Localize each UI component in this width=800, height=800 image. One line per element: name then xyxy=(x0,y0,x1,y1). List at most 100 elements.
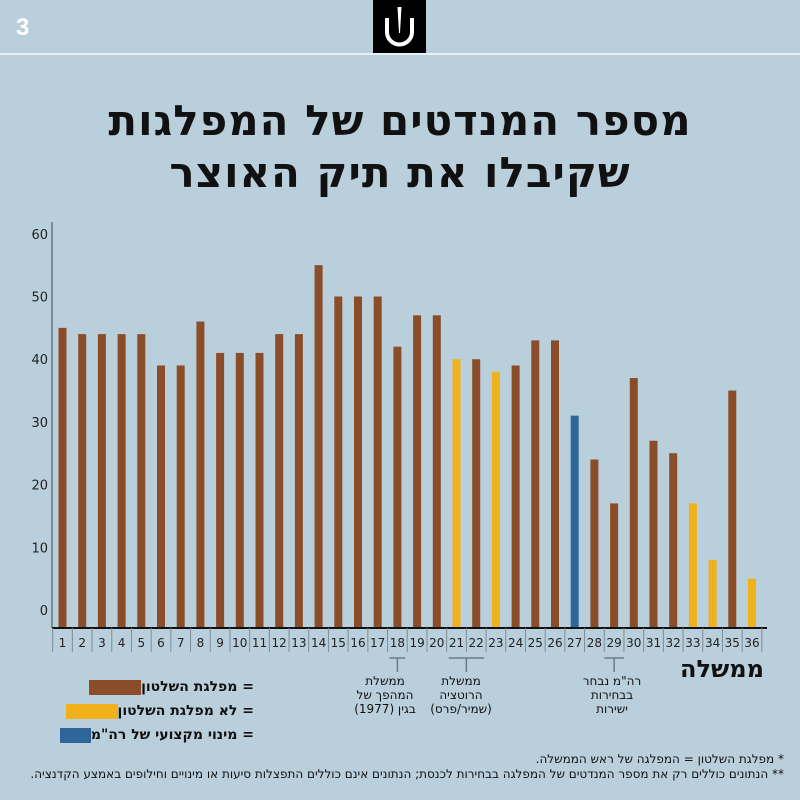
bar-government-20 xyxy=(432,315,441,628)
x-tick-label: 9 xyxy=(216,636,224,650)
x-tick-label: 1 xyxy=(59,636,67,650)
x-tick-label: 24 xyxy=(508,636,523,650)
legend-item-ruling: = מפלגת השלטון xyxy=(60,675,260,699)
bar-government-13 xyxy=(294,334,303,628)
x-tick-label: 30 xyxy=(626,636,641,650)
bar-government-34 xyxy=(708,559,717,628)
annotation-line: רה"מ נבחר xyxy=(582,674,642,688)
x-tick-label: 5 xyxy=(137,636,145,650)
y-tick-label: 50 xyxy=(31,291,48,306)
title-line-1: מספר המנדטים של המפלגות xyxy=(108,96,692,145)
bar-government-36 xyxy=(748,578,756,628)
bar-government-15 xyxy=(334,296,343,628)
bar-government-7 xyxy=(176,365,185,628)
x-tick-label: 20 xyxy=(429,636,444,650)
x-tick-label: 21 xyxy=(449,636,464,650)
haaretz-logo-icon xyxy=(373,0,426,53)
x-tick-label: 19 xyxy=(409,636,424,650)
y-tick-label: 20 xyxy=(31,479,48,494)
annotation-line: (שמיר/פרס) xyxy=(430,702,492,716)
bar-government-26 xyxy=(551,340,559,628)
x-tick-label: 35 xyxy=(725,636,740,650)
x-tick-label: 6 xyxy=(157,636,165,650)
x-tick-label: 7 xyxy=(177,636,185,650)
x-tick-label: 8 xyxy=(197,636,205,650)
x-tick-label: 18 xyxy=(390,636,405,650)
bar-government-12 xyxy=(275,334,284,628)
bar-government-31 xyxy=(649,440,658,628)
legend-swatch-professional xyxy=(60,727,91,743)
bar-government-5 xyxy=(137,334,146,628)
x-tick-label: 4 xyxy=(118,636,126,650)
x-tick-label: 17 xyxy=(370,636,385,650)
legend-label-not-ruling: = לא מפלגת השלטון xyxy=(117,703,254,719)
bar-government-27 xyxy=(570,415,579,628)
page-number: 3 xyxy=(16,14,30,41)
x-tick-label: 11 xyxy=(252,636,267,650)
bar-government-21 xyxy=(452,359,461,628)
x-tick-label: 32 xyxy=(666,636,681,650)
x-tick-label: 27 xyxy=(567,636,582,650)
x-tick-label: 14 xyxy=(311,636,326,650)
bar-government-2 xyxy=(78,334,87,628)
x-tick-label: 33 xyxy=(685,636,700,650)
annotation-direct-election: רה"מ נבחר בבחירות ישירות xyxy=(572,674,652,716)
bar-government-18 xyxy=(393,346,402,628)
chart-title: מספר המנדטים של המפלגות שקיבלו את תיק הא… xyxy=(0,95,800,199)
bar-government-4 xyxy=(117,334,126,628)
bar-government-19 xyxy=(413,315,422,628)
bar-government-30 xyxy=(629,378,638,628)
annotation-rotation-government: ממשלת הרוטציה (שמיר/פרס) xyxy=(421,674,501,716)
x-tick-label: 29 xyxy=(606,636,621,650)
annotation-line: ישירות xyxy=(596,702,628,716)
annotation-line: בבחירות xyxy=(590,688,634,702)
legend-item-professional: = מינוי מקצועי של רה"מ xyxy=(60,723,260,747)
annotation-line: ממשלת xyxy=(441,674,481,688)
annotation-begin-government: ממשלת המהפך של בגין (1977) xyxy=(345,674,425,716)
annotation-line: המהפך של xyxy=(356,688,414,702)
y-tick-label: 0 xyxy=(40,604,48,619)
x-axis-title: ממשלה xyxy=(680,655,764,683)
x-tick-label: 3 xyxy=(98,636,106,650)
bar-government-25 xyxy=(531,340,540,628)
x-tick-label: 13 xyxy=(291,636,306,650)
x-tick-label: 31 xyxy=(646,636,661,650)
x-tick-label: 36 xyxy=(744,636,759,650)
legend-item-not-ruling: = לא מפלגת השלטון xyxy=(60,699,260,723)
y-tick-label: 10 xyxy=(31,541,48,556)
footnote-2: ** הנתונים כוללים רק את מספר המנדטים של … xyxy=(30,767,784,781)
bar-government-17 xyxy=(373,296,382,628)
legend: = מפלגת השלטון = לא מפלגת השלטון = מינוי… xyxy=(60,675,260,747)
footnote-1: * מפלגת השלטון = המפלגה של ראש הממשלה. xyxy=(535,752,784,766)
bar-government-8 xyxy=(196,321,205,628)
y-tick-label: 60 xyxy=(31,228,48,243)
bar-government-1 xyxy=(58,327,67,628)
x-tick-label: 28 xyxy=(587,636,602,650)
bar-government-24 xyxy=(511,365,520,628)
annotation-line: בגין (1977) xyxy=(354,702,416,716)
x-tick-label: 26 xyxy=(547,636,562,650)
x-tick-label: 25 xyxy=(528,636,543,650)
bar-government-35 xyxy=(728,390,737,628)
annotation-line: ממשלת xyxy=(365,674,405,688)
bar-government-14 xyxy=(314,265,323,628)
legend-label-professional: = מינוי מקצועי של רה"מ xyxy=(90,727,254,743)
bar-government-9 xyxy=(216,352,225,628)
bar-government-10 xyxy=(235,352,244,628)
bar-government-11 xyxy=(255,352,264,628)
x-tick-label: 15 xyxy=(331,636,346,650)
bar-government-28 xyxy=(590,459,599,628)
x-tick-label: 12 xyxy=(272,636,287,650)
x-tick-label: 22 xyxy=(469,636,484,650)
top-bar: 3 xyxy=(0,0,800,55)
bar-government-23 xyxy=(491,371,500,628)
bar-government-16 xyxy=(354,296,362,628)
footnotes: * מפלגת השלטון = המפלגה של ראש הממשלה. *… xyxy=(30,752,784,782)
y-tick-label: 30 xyxy=(31,416,48,431)
bar-government-32 xyxy=(669,453,678,628)
legend-swatch-ruling xyxy=(89,679,142,695)
annotation-line: הרוטציה xyxy=(439,688,483,702)
bar-government-22 xyxy=(472,359,481,628)
x-tick-label: 16 xyxy=(350,636,365,650)
